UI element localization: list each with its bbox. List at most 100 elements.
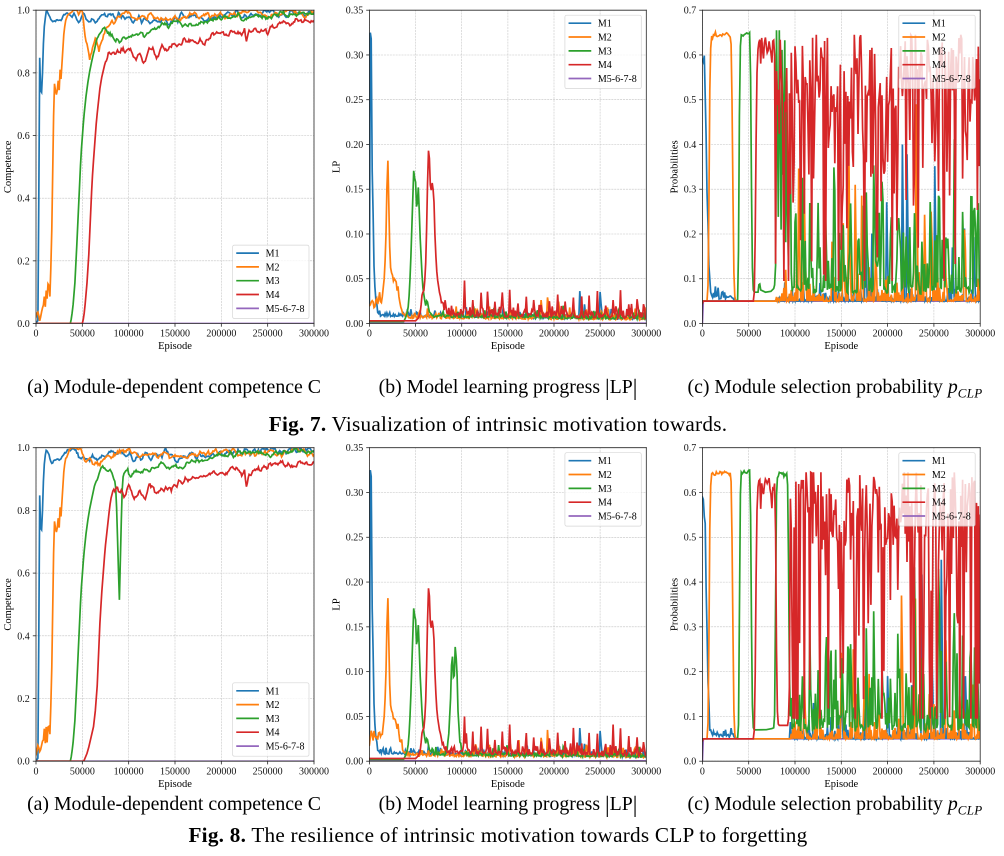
svg-text:0.1: 0.1 [684, 712, 697, 723]
svg-text:150000: 150000 [160, 329, 190, 340]
svg-text:Episode: Episode [158, 779, 192, 790]
svg-text:0.8: 0.8 [17, 506, 30, 517]
svg-text:M4: M4 [932, 60, 946, 71]
svg-text:50000: 50000 [736, 766, 761, 777]
svg-text:200000: 200000 [873, 329, 903, 340]
svg-text:0.10: 0.10 [346, 667, 364, 678]
svg-text:0.00: 0.00 [346, 757, 364, 768]
svg-text:300000: 300000 [631, 766, 661, 777]
svg-text:M5-6-7-8: M5-6-7-8 [932, 512, 971, 523]
svg-text:M2: M2 [266, 700, 280, 711]
svg-text:0.2: 0.2 [684, 229, 697, 240]
svg-text:M4: M4 [598, 498, 612, 509]
svg-text:0.35: 0.35 [346, 6, 364, 17]
svg-text:50000: 50000 [403, 329, 428, 340]
svg-text:M1: M1 [598, 19, 612, 30]
svg-text:M3: M3 [266, 276, 280, 287]
svg-text:0.4: 0.4 [17, 194, 30, 205]
svg-text:M4: M4 [932, 498, 946, 509]
svg-text:0.0: 0.0 [684, 319, 697, 330]
svg-text:M3: M3 [932, 484, 946, 495]
svg-text:M5-6-7-8: M5-6-7-8 [598, 74, 637, 85]
svg-text:M1: M1 [266, 686, 280, 697]
svg-text:M1: M1 [266, 249, 280, 260]
svg-text:M5-6-7-8: M5-6-7-8 [266, 742, 305, 753]
svg-text:0.6: 0.6 [17, 131, 30, 142]
svg-text:50000: 50000 [403, 766, 428, 777]
svg-text:0.3: 0.3 [684, 185, 697, 196]
svg-text:300000: 300000 [965, 329, 995, 340]
svg-text:100000: 100000 [447, 329, 477, 340]
svg-text:150000: 150000 [160, 766, 190, 777]
svg-text:200000: 200000 [873, 766, 903, 777]
svg-text:Episode: Episode [158, 341, 192, 352]
svg-text:0.2: 0.2 [17, 256, 30, 267]
svg-text:0.7: 0.7 [684, 6, 697, 17]
svg-text:0.3: 0.3 [684, 622, 697, 633]
svg-text:M4: M4 [598, 60, 612, 71]
svg-text:Episode: Episode [491, 341, 525, 352]
svg-text:150000: 150000 [493, 766, 523, 777]
svg-text:M5-6-7-8: M5-6-7-8 [598, 512, 637, 523]
svg-text:250000: 250000 [585, 329, 615, 340]
svg-text:0: 0 [367, 766, 372, 777]
svg-text:M4: M4 [266, 290, 280, 301]
svg-text:M2: M2 [932, 470, 946, 481]
svg-text:100000: 100000 [447, 766, 477, 777]
svg-text:M2: M2 [266, 262, 280, 273]
svg-text:0.8: 0.8 [17, 68, 30, 79]
svg-text:Competence: Competence [3, 578, 14, 631]
svg-text:Competence: Competence [3, 140, 14, 193]
svg-text:0.30: 0.30 [346, 488, 364, 499]
svg-text:250000: 250000 [919, 329, 949, 340]
svg-text:0.25: 0.25 [346, 95, 364, 106]
svg-text:M4: M4 [266, 728, 280, 739]
svg-text:0.6: 0.6 [684, 50, 697, 61]
svg-text:0.5: 0.5 [684, 95, 697, 106]
svg-text:0.2: 0.2 [17, 694, 30, 705]
svg-text:0.15: 0.15 [346, 185, 364, 196]
svg-text:M1: M1 [932, 19, 946, 30]
svg-text:0.15: 0.15 [346, 622, 364, 633]
svg-text:100000: 100000 [780, 329, 810, 340]
svg-text:M2: M2 [598, 470, 612, 481]
svg-text:0.0: 0.0 [17, 757, 30, 768]
svg-text:100000: 100000 [114, 329, 144, 340]
svg-text:0.2: 0.2 [684, 667, 697, 678]
svg-text:300000: 300000 [965, 766, 995, 777]
svg-text:300000: 300000 [299, 329, 329, 340]
svg-text:0.00: 0.00 [346, 319, 364, 330]
svg-text:150000: 150000 [826, 766, 856, 777]
svg-text:250000: 250000 [585, 766, 615, 777]
svg-text:M3: M3 [598, 46, 612, 57]
svg-text:0.05: 0.05 [346, 712, 364, 723]
svg-text:M5-6-7-8: M5-6-7-8 [932, 74, 971, 85]
svg-text:Episode: Episode [824, 779, 858, 790]
svg-text:0.30: 0.30 [346, 50, 364, 61]
svg-text:0: 0 [700, 766, 705, 777]
svg-text:300000: 300000 [299, 766, 329, 777]
svg-text:250000: 250000 [253, 766, 283, 777]
svg-text:0.6: 0.6 [17, 569, 30, 580]
svg-text:200000: 200000 [539, 766, 569, 777]
svg-text:150000: 150000 [826, 329, 856, 340]
svg-text:0.25: 0.25 [346, 533, 364, 544]
svg-text:50000: 50000 [736, 329, 761, 340]
svg-text:250000: 250000 [253, 329, 283, 340]
svg-text:0.5: 0.5 [684, 533, 697, 544]
svg-text:M3: M3 [598, 484, 612, 495]
svg-text:M3: M3 [266, 714, 280, 725]
svg-text:50000: 50000 [70, 766, 95, 777]
svg-text:0.20: 0.20 [346, 140, 364, 151]
svg-text:50000: 50000 [70, 329, 95, 340]
svg-text:M1: M1 [598, 456, 612, 467]
svg-text:250000: 250000 [919, 766, 949, 777]
svg-text:300000: 300000 [631, 329, 661, 340]
svg-text:0.10: 0.10 [346, 229, 364, 240]
svg-text:0.4: 0.4 [684, 578, 697, 589]
svg-text:150000: 150000 [493, 329, 523, 340]
svg-text:M1: M1 [932, 456, 946, 467]
svg-text:0.20: 0.20 [346, 578, 364, 589]
svg-text:M3: M3 [932, 46, 946, 57]
svg-text:200000: 200000 [539, 329, 569, 340]
